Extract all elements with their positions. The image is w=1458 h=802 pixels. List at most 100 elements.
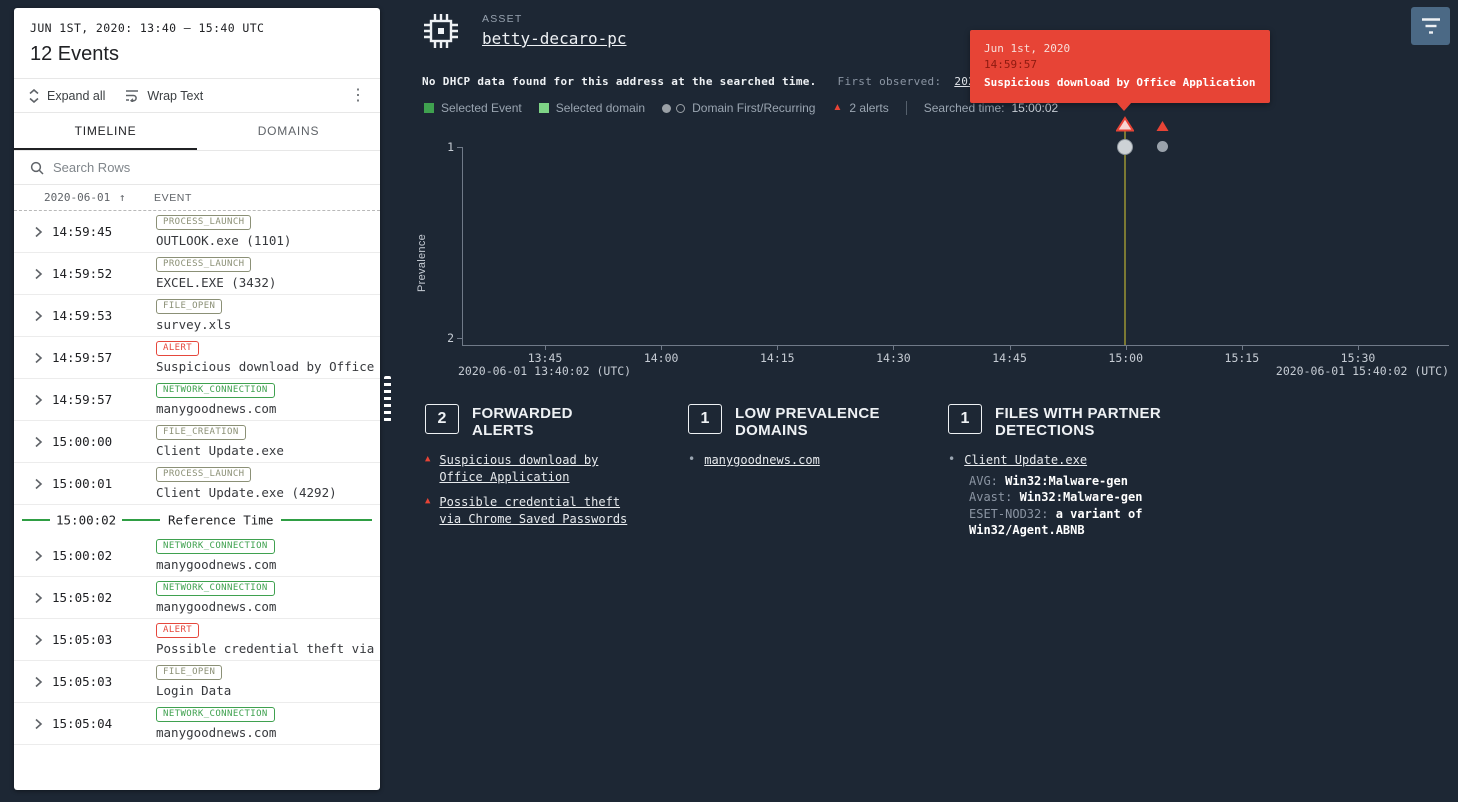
selected-event-line <box>1124 131 1126 345</box>
x-tick: 15:30 <box>1340 345 1376 365</box>
table-row[interactable]: 15:00:01 PROCESS_LAUNCH Client Update.ex… <box>14 463 380 505</box>
x-axis-start-label: 2020-06-01 13:40:02 (UTC) <box>458 364 632 378</box>
asset-name-link[interactable]: betty-decaro-pc <box>482 29 627 48</box>
domain-link[interactable]: manygoodnews.com <box>704 453 820 467</box>
x-tick: 14:45 <box>992 345 1027 365</box>
x-tick: 15:15 <box>1224 345 1260 365</box>
detection-entry: AVG: Win32:Malware-gen <box>969 474 1128 488</box>
chevron-right-icon[interactable] <box>24 477 52 491</box>
chevron-right-icon[interactable] <box>24 717 52 731</box>
event-description: manygoodnews.com <box>156 557 277 573</box>
panel-header: JUN 1ST, 2020: 13:40 – 15:40 UTC 12 Even… <box>14 8 380 79</box>
table-row[interactable]: 14:59:53 FILE_OPEN survey.xls <box>14 295 380 337</box>
event-description: manygoodnews.com <box>156 401 277 417</box>
event-time: 15:05:03 <box>52 674 113 689</box>
search-row <box>14 151 380 185</box>
engine-label: Avast: <box>969 490 1013 504</box>
filter-button[interactable] <box>1411 7 1450 45</box>
wrap-text-label: Wrap Text <box>147 88 204 103</box>
event-time: 15:00:00 <box>52 434 113 449</box>
y-tick: 2 <box>447 331 454 345</box>
card-title: FORWARDED ALERTS <box>472 405 573 439</box>
table-row[interactable]: 15:05:04 NETWORK_CONNECTION manygoodnews… <box>14 703 380 745</box>
legend-selected-domain: Selected domain <box>538 101 645 115</box>
table-row[interactable]: 14:59:52 PROCESS_LAUNCH EXCEL.EXE (3432) <box>14 253 380 295</box>
domain-point[interactable] <box>1157 141 1168 152</box>
chevron-right-icon[interactable] <box>24 351 52 365</box>
detection-entry: Avast: Win32:Malware-gen <box>969 490 1142 504</box>
chevron-right-icon[interactable] <box>24 435 52 449</box>
y-tick-mark <box>457 147 462 148</box>
bullet-icon: • <box>948 452 956 466</box>
unfold-icon <box>28 88 40 103</box>
event-description: Client Update.exe (4292) <box>156 485 337 501</box>
table-row[interactable]: 14:59:45 PROCESS_LAUNCH OUTLOOK.exe (110… <box>14 211 380 253</box>
chart-legend: Selected Event Selected domain Domain Fi… <box>424 101 1058 115</box>
date-range: JUN 1ST, 2020: 13:40 – 15:40 UTC <box>30 21 265 35</box>
more-options-icon[interactable]: ⋮ <box>350 86 366 104</box>
tooltip-text: Suspicious download by Office Applicatio… <box>984 76 1256 89</box>
table-row[interactable]: 15:00:02 NETWORK_CONNECTION manygoodnews… <box>14 535 380 577</box>
event-description: Login Data <box>156 683 232 699</box>
chevron-right-icon[interactable] <box>24 225 52 239</box>
alert-marker-selected[interactable] <box>1116 116 1134 132</box>
table-row[interactable]: 15:00:00 FILE_CREATION Client Update.exe <box>14 421 380 463</box>
detection-value: a variant of Win32/Agent.ABNB <box>969 506 1143 538</box>
event-type-badge: NETWORK_CONNECTION <box>156 706 275 723</box>
event-type-badge: PROCESS_LAUNCH <box>156 466 252 483</box>
count-badge: 2 <box>425 404 459 434</box>
chevron-right-icon[interactable] <box>24 675 52 689</box>
alert-triangle-icon: ▲ <box>425 454 431 464</box>
alert-marker[interactable] <box>1156 120 1169 132</box>
x-tick-row: 13:45 14:00 14:15 14:30 14:45 15:00 15:1… <box>527 345 1376 365</box>
column-date[interactable]: 2020-06-01 ↑ <box>44 191 126 204</box>
x-axis <box>462 345 1449 346</box>
event-type-badge: NETWORK_CONNECTION <box>156 580 275 597</box>
table-row[interactable]: 14:59:57 ALERT Suspicious download by Of… <box>14 337 380 379</box>
column-header: 2020-06-01 ↑ EVENT <box>14 185 380 211</box>
chevron-right-icon[interactable] <box>24 267 52 281</box>
tab-timeline[interactable]: TIMELINE <box>14 113 197 150</box>
event-rows: 14:59:45 PROCESS_LAUNCH OUTLOOK.exe (110… <box>14 211 380 745</box>
count-badge: 1 <box>948 404 982 434</box>
tab-domains[interactable]: DOMAINS <box>257 124 320 138</box>
search-input[interactable] <box>53 160 364 175</box>
chevron-right-icon[interactable] <box>24 393 52 407</box>
alert-triangle-icon: ▲ <box>425 496 431 506</box>
table-row[interactable]: 15:05:03 FILE_OPEN Login Data <box>14 661 380 703</box>
count-badge: 1 <box>688 404 722 434</box>
y-tick: 1 <box>447 140 454 154</box>
event-type-badge: FILE_CREATION <box>156 424 246 441</box>
column-event: EVENT <box>154 191 193 204</box>
event-timeline-panel: JUN 1ST, 2020: 13:40 – 15:40 UTC 12 Even… <box>14 8 380 790</box>
domain-point-selected[interactable] <box>1117 139 1133 155</box>
filled-circle-icon <box>662 103 672 113</box>
tooltip-date: Jun 1st, 2020 <box>984 42 1071 55</box>
expand-all-button[interactable]: Expand all <box>28 88 105 103</box>
table-row[interactable]: 14:59:57 NETWORK_CONNECTION manygoodnews… <box>14 379 380 421</box>
x-tick: 15:00 <box>1108 345 1144 365</box>
alert-link[interactable]: Suspicious download by Office Applicatio… <box>439 453 599 484</box>
chevron-right-icon[interactable] <box>24 549 52 563</box>
x-axis-end-label: 2020-06-01 15:40:02 (UTC) <box>1275 364 1449 378</box>
event-count: 12 Events <box>30 43 119 65</box>
file-link[interactable]: Client Update.exe <box>964 453 1088 467</box>
chevron-right-icon[interactable] <box>24 591 52 605</box>
event-description: survey.xls <box>156 317 232 333</box>
light-green-square-icon <box>538 103 549 113</box>
table-row[interactable]: 15:05:02 NETWORK_CONNECTION manygoodnews… <box>14 577 380 619</box>
detection-value: Win32:Malware-gen <box>1019 490 1143 504</box>
event-time: 14:59:57 <box>52 392 113 407</box>
table-row[interactable]: 15:05:03 ALERT Possible credential theft… <box>14 619 380 661</box>
x-tick: 13:45 <box>527 345 563 365</box>
chevron-right-icon[interactable] <box>24 633 52 647</box>
legend-searched-time: Searched time: 15:00:02 <box>923 101 1059 115</box>
legend-selected-event: Selected Event <box>424 101 522 115</box>
event-time: 14:59:53 <box>52 308 113 323</box>
event-description: OUTLOOK.exe (1101) <box>156 233 292 249</box>
wrap-text-button[interactable]: Wrap Text <box>125 89 203 103</box>
event-time: 15:05:03 <box>52 632 113 647</box>
panel-resize-handle[interactable] <box>384 376 391 422</box>
alert-link[interactable]: Possible credential theft via Chrome Sav… <box>439 495 628 526</box>
chevron-right-icon[interactable] <box>24 309 52 323</box>
